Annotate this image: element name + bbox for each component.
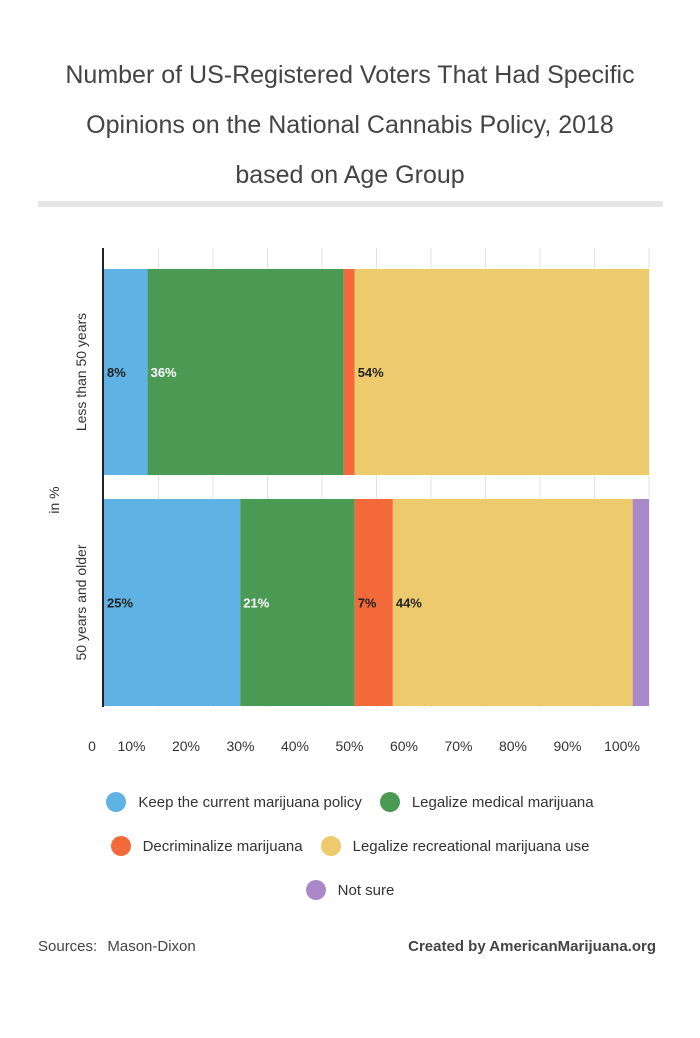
category-label: Less than 50 years (73, 313, 89, 431)
legend-item-recreational: Legalize recreational marijuana use (320, 836, 590, 856)
stacked-bar-chart: 8% 36% 54% Less than 50 years 25% 21% 7% 44% 50 … (46, 248, 650, 754)
x-tick-label: 100% (604, 738, 640, 754)
credit-note: Created by AmericanMarijuana.org (408, 938, 656, 955)
legend-swatch-decriminalize (110, 836, 131, 856)
legend-swatch-recreational (320, 836, 341, 856)
legend-label-medical: Legalize medical marijuana (411, 793, 594, 811)
legend-swatch-medical (379, 792, 400, 812)
chart-title-line-1: Number of US-Registered Voters That Had … (65, 61, 635, 89)
chart-title-line-2: Opinions on the National Cannabis Policy… (86, 111, 614, 139)
data-label: 7% (358, 596, 377, 611)
x-tick-label: 20% (172, 738, 200, 754)
data-label: 25% (107, 596, 133, 611)
bar-segment (147, 269, 344, 475)
legend-item-decriminalize: Decriminalize marijuana (110, 836, 303, 856)
sources-value: Mason-Dixon (107, 938, 196, 955)
legend-swatch-keep (106, 792, 127, 812)
legend-row-3: Not sure (0, 868, 700, 912)
bar-segment (104, 269, 148, 475)
legend-label-recreational: Legalize recreational marijuana use (352, 837, 590, 855)
data-label: 54% (358, 365, 384, 380)
legend-item-medical: Legalize medical marijuana (379, 792, 594, 812)
bar-segment (343, 269, 355, 475)
bar-segment (354, 499, 393, 706)
category-label: 50 years and older (73, 544, 89, 660)
legend-label-not-sure: Not sure (337, 881, 395, 899)
chart-title-line-3: based on Age Group (235, 161, 465, 189)
legend-label-decriminalize: Decriminalize marijuana (142, 837, 303, 855)
legend-swatch-not-sure (305, 880, 326, 900)
sources-note: Sources: Mason-Dixon (38, 938, 196, 955)
bar-segment (392, 499, 633, 706)
legend-item-keep: Keep the current marijuana policy (106, 792, 362, 812)
x-tick-label: 40% (281, 738, 309, 754)
chart-title: Number of US-Registered Voters That Had … (20, 50, 680, 200)
x-tick-label: 10% (117, 738, 145, 754)
bar-segment (240, 499, 355, 706)
y-axis-label: in % (46, 486, 62, 513)
x-tick-label: 30% (226, 738, 254, 754)
legend-item-not-sure: Not sure (305, 880, 395, 900)
bar-segment (632, 499, 649, 706)
x-tick-label: 0 (88, 738, 96, 754)
x-tick-label: 50% (335, 738, 363, 754)
data-label: 36% (151, 365, 177, 380)
legend-row-1: Keep the current marijuana policy Legali… (0, 780, 700, 824)
legend: Keep the current marijuana policy Legali… (0, 780, 700, 912)
x-tick-label: 90% (553, 738, 581, 754)
legend-row-2: Decriminalize marijuana Legalize recreat… (0, 824, 700, 868)
data-label: 8% (107, 365, 126, 380)
data-label: 44% (396, 596, 422, 611)
x-tick-label: 60% (390, 738, 418, 754)
legend-label-keep: Keep the current marijuana policy (138, 793, 362, 811)
bar-segment (104, 499, 241, 706)
data-label: 21% (243, 596, 269, 611)
title-divider (38, 201, 663, 207)
x-tick-label: 70% (444, 738, 472, 754)
sources-label: Sources: (38, 938, 98, 955)
x-tick-label: 80% (499, 738, 527, 754)
bar-segment (354, 269, 649, 475)
